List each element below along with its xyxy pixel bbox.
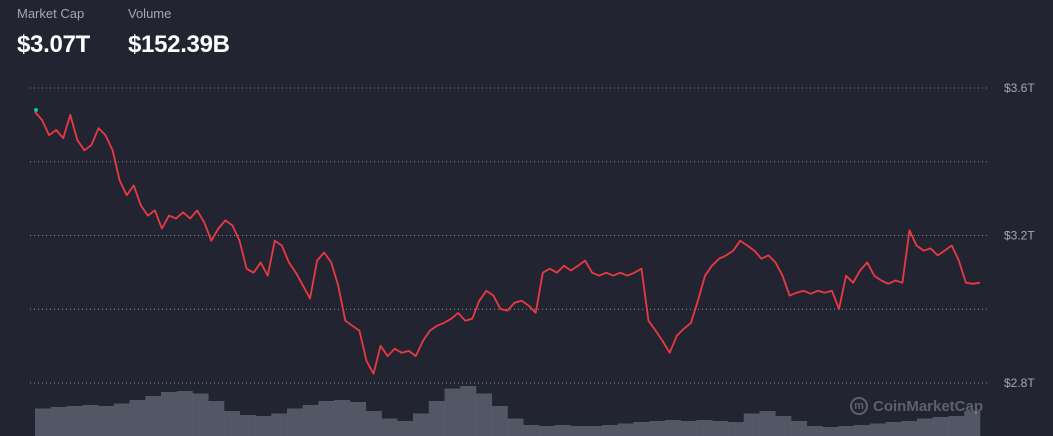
volume-bar	[917, 418, 934, 436]
market-cap-value: $3.07T	[17, 31, 90, 58]
volume-bar	[129, 400, 146, 436]
volume-bar	[791, 421, 808, 436]
y-tick-label: $3.2T	[1004, 229, 1035, 243]
market-cap-label: Market Cap	[17, 6, 85, 21]
volume-bar	[381, 418, 398, 436]
volume-bar	[728, 422, 745, 436]
volume-bar	[680, 421, 697, 436]
volume-bar	[586, 426, 603, 436]
coinmarketcap-logo-icon: m	[850, 397, 868, 415]
volume-bar	[161, 392, 178, 436]
gridlines	[30, 87, 988, 384]
volume-bar	[113, 403, 130, 436]
volume-stat: Volume $152.39B	[128, 6, 230, 59]
volume-bar	[35, 408, 52, 436]
volume-bar	[964, 411, 981, 436]
volume-bar	[476, 393, 493, 436]
market-cap-line	[34, 111, 981, 375]
volume-bar	[948, 416, 965, 436]
volume-bar	[570, 426, 587, 436]
volume-bar	[806, 426, 823, 436]
volume-bar	[208, 401, 225, 436]
volume-bar	[302, 405, 319, 436]
watermark-text: CoinMarketCap	[873, 397, 984, 415]
volume-bar	[901, 421, 918, 436]
volume-bar	[617, 423, 634, 436]
volume-bar	[444, 388, 461, 436]
volume-bar	[665, 420, 682, 436]
volume-bar	[869, 423, 886, 436]
volume-bar	[365, 411, 382, 436]
volume-bar	[145, 396, 162, 436]
volume-bar	[759, 411, 776, 436]
volume-bar	[224, 411, 241, 436]
volume-bar	[491, 406, 508, 436]
volume-bar	[287, 408, 304, 436]
volume-bar	[743, 413, 760, 436]
volume-bar	[397, 421, 414, 436]
volume-bar	[507, 418, 524, 436]
volume-bar	[50, 407, 67, 436]
volume-bar	[932, 417, 949, 436]
volume-bar	[854, 425, 871, 436]
volume-bar	[460, 386, 477, 436]
volume-bar	[885, 422, 902, 436]
volume-bar	[98, 406, 115, 436]
volume-bar	[838, 426, 855, 436]
volume-bar	[239, 415, 256, 436]
y-tick-label: $2.8T	[1004, 376, 1035, 390]
volume-bar	[712, 421, 729, 436]
market-cap-stat: Market Cap $3.07T	[17, 6, 90, 59]
volume-bar	[255, 416, 272, 436]
coinmarketcap-watermark: m CoinMarketCap	[850, 397, 983, 415]
y-tick-label: $3.6T	[1004, 81, 1035, 95]
volume-bar	[350, 402, 367, 436]
volume-bars	[35, 386, 981, 436]
volume-bar	[602, 425, 619, 436]
volume-bar	[271, 413, 288, 436]
volume-bar	[775, 416, 792, 436]
volume-bar	[82, 405, 99, 436]
volume-bar	[66, 406, 83, 436]
volume-bar	[822, 427, 839, 436]
volume-bar	[554, 425, 571, 436]
volume-bar	[413, 413, 430, 436]
volume-bar	[334, 400, 351, 436]
volume-bar	[696, 420, 713, 436]
volume-bar	[176, 391, 193, 436]
volume-bar	[428, 401, 445, 436]
volume-label: Volume	[128, 6, 172, 21]
volume-bar	[192, 393, 209, 436]
volume-bar	[318, 401, 335, 436]
volume-bar	[649, 421, 666, 436]
y-axis: $3.6T $3.2T $2.8T	[1004, 81, 1035, 390]
volume-value: $152.39B	[128, 31, 230, 58]
volume-bar	[539, 426, 556, 436]
start-point	[34, 107, 38, 112]
volume-bar	[523, 425, 540, 436]
volume-bar	[633, 422, 650, 436]
